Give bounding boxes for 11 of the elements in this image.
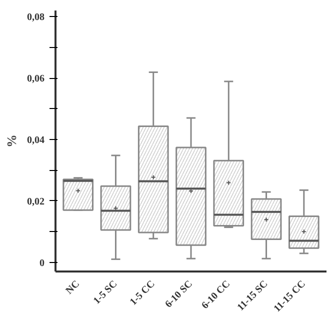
y-tick-label: 0,04 bbox=[27, 134, 44, 146]
x-tick-label: 1-5 SC bbox=[92, 278, 120, 307]
x-tick-label: 1-5 CC bbox=[128, 278, 158, 308]
y-axis-title: % bbox=[4, 134, 19, 148]
y-tick-label: 0 bbox=[40, 258, 44, 269]
x-tick-label: NC bbox=[64, 278, 82, 297]
x-tick-label: 6-10 CC bbox=[200, 278, 233, 312]
y-tick-label: 0,02 bbox=[27, 196, 44, 208]
x-tick-label: 6-10 SC bbox=[163, 278, 195, 310]
y-tick-label: 0,08 bbox=[27, 12, 44, 24]
y-tick-label: 0,06 bbox=[27, 74, 44, 85]
